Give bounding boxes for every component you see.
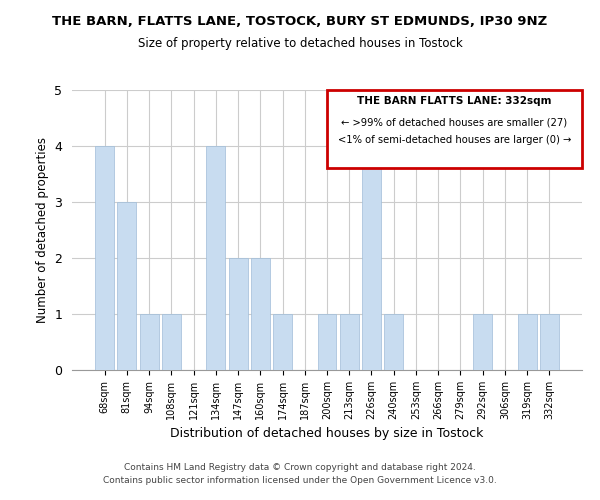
Bar	[162, 314, 181, 370]
X-axis label: Distribution of detached houses by size in Tostock: Distribution of detached houses by size …	[170, 428, 484, 440]
Bar	[206, 146, 225, 370]
Bar	[518, 314, 536, 370]
Bar	[473, 314, 492, 370]
Bar	[317, 314, 337, 370]
Bar	[340, 314, 359, 370]
Bar	[540, 314, 559, 370]
Bar	[362, 146, 381, 370]
Y-axis label: Number of detached properties: Number of detached properties	[36, 137, 49, 323]
Bar	[229, 258, 248, 370]
Text: Contains HM Land Registry data © Crown copyright and database right 2024.: Contains HM Land Registry data © Crown c…	[124, 462, 476, 471]
Text: <1% of semi-detached houses are larger (0) →: <1% of semi-detached houses are larger (…	[338, 135, 571, 145]
Text: ← >99% of detached houses are smaller (27): ← >99% of detached houses are smaller (2…	[341, 118, 568, 128]
Bar	[251, 258, 270, 370]
Text: THE BARN FLATTS LANE: 332sqm: THE BARN FLATTS LANE: 332sqm	[357, 96, 552, 106]
Text: Size of property relative to detached houses in Tostock: Size of property relative to detached ho…	[137, 38, 463, 51]
Bar	[273, 314, 292, 370]
Text: Contains public sector information licensed under the Open Government Licence v3: Contains public sector information licen…	[103, 476, 497, 485]
Bar	[118, 202, 136, 370]
Bar	[95, 146, 114, 370]
Bar	[140, 314, 158, 370]
Bar	[384, 314, 403, 370]
Text: THE BARN, FLATTS LANE, TOSTOCK, BURY ST EDMUNDS, IP30 9NZ: THE BARN, FLATTS LANE, TOSTOCK, BURY ST …	[52, 15, 548, 28]
